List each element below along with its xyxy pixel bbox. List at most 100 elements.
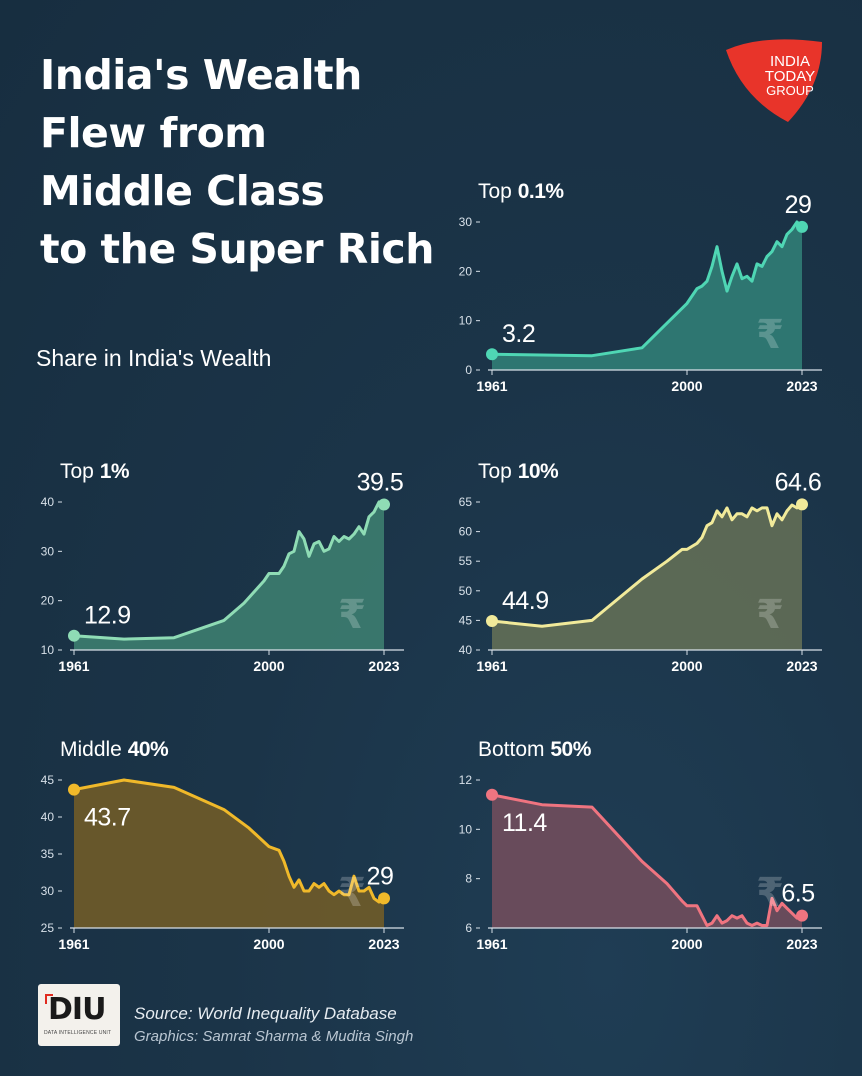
chart-title: Top 1% (60, 460, 130, 483)
rupee-icon: ₹ (338, 592, 366, 638)
diu-logo-bracket (45, 994, 53, 1004)
series-area (492, 222, 802, 370)
y-tick-label: 12 (459, 773, 473, 787)
chart-title: Top 0.1% (478, 180, 564, 203)
diu-logo-text: DIU (48, 992, 106, 1027)
x-tick-label: 2023 (368, 658, 399, 674)
rupee-icon: ₹ (338, 870, 366, 916)
chart-title: Bottom 50% (478, 738, 592, 761)
start-point (486, 348, 498, 361)
chart-title-prefix: Bottom (478, 738, 550, 761)
series-line (491, 220, 804, 358)
logo-line: TODAY (765, 68, 815, 85)
chart-svg: Bottom 50% 6 8 10 12 ₹1961 2000 2023 11.4 6.5 (459, 738, 822, 952)
end-point (796, 498, 808, 511)
chart-top-10-percent: Top 10% 40 45 50 55 60 65 ₹1961 2000 2023 44.9 64.6 (440, 450, 840, 700)
start-value-label: 3.2 (502, 320, 535, 348)
footer: DIU DATA INTELLIGENCE UNIT Source: World… (38, 984, 538, 1054)
chart-title-value: 40% (128, 738, 169, 761)
y-tick-label: 10 (41, 643, 55, 657)
chart-top-1-percent: Top 1% 10 20 30 40 ₹1961 2000 2023 12.9 39.5 (22, 450, 422, 700)
y-tick-label: 40 (41, 495, 55, 509)
chart-title: Middle 40% (60, 738, 169, 761)
chart-bottom-50-percent: Bottom 50% 6 8 10 12 ₹1961 2000 2023 11.4 6.5 (440, 728, 840, 978)
y-tick-label: 65 (459, 495, 473, 509)
y-tick-label: 25 (41, 921, 55, 935)
end-point (796, 220, 808, 233)
title-line: Middle Class (40, 167, 325, 215)
x-tick-label: 1961 (58, 936, 89, 952)
y-tick-label: 30 (41, 884, 55, 898)
y-tick-label: 40 (41, 810, 55, 824)
india-today-group-logo: INDIA TODAY GROUP (726, 39, 822, 123)
x-tick-label: 2000 (671, 658, 702, 674)
chart-title-prefix: Middle (60, 738, 128, 761)
chart-title-value: 0.1% (518, 180, 565, 203)
logo-line: INDIA (770, 53, 810, 70)
start-point (68, 629, 80, 642)
chart-top-0-1-percent: Top 0.1% 0 10 20 30 ₹1961 2000 2023 3.2 29 (440, 170, 840, 420)
y-tick-label: 8 (465, 872, 472, 886)
chart-title-value: 1% (100, 460, 130, 483)
y-tick-label: 6 (465, 921, 472, 935)
diu-logo: DIU DATA INTELLIGENCE UNIT (38, 984, 120, 1046)
chart-svg: Top 1% 10 20 30 40 ₹1961 2000 2023 12.9 39.5 (41, 460, 404, 674)
x-tick-label: 2000 (253, 936, 284, 952)
chart-title-value: 50% (550, 738, 591, 761)
end-value-label: 64.6 (775, 468, 822, 496)
series-line (73, 778, 385, 904)
series-area (492, 794, 802, 928)
y-tick-label: 35 (41, 847, 55, 861)
end-value-label: 29 (785, 191, 812, 219)
page-title: India's Wealth Flew from Middle Class to… (40, 46, 460, 278)
y-tick-label: 30 (41, 544, 55, 558)
y-tick-label: 10 (459, 314, 473, 328)
y-tick-label: 45 (459, 613, 473, 627)
end-point (378, 892, 390, 905)
x-tick-label: 2023 (786, 936, 817, 952)
chart-title-prefix: Top (60, 460, 100, 483)
series-line (73, 500, 385, 641)
series-area (74, 502, 384, 650)
end-value-label: 29 (367, 862, 394, 890)
end-point (378, 498, 390, 511)
y-tick-label: 30 (459, 215, 473, 229)
title-line: to the Super Rich (40, 225, 434, 273)
x-tick-label: 2023 (786, 378, 817, 394)
x-tick-label: 1961 (476, 658, 507, 674)
y-tick-label: 20 (459, 264, 473, 278)
x-tick-label: 1961 (476, 936, 507, 952)
y-tick-label: 55 (459, 554, 473, 568)
logo-line: GROUP (766, 83, 814, 98)
x-tick-label: 1961 (58, 658, 89, 674)
source-note: Source: World Inequality Database (134, 1004, 397, 1023)
rupee-icon: ₹ (756, 870, 784, 916)
rupee-icon: ₹ (756, 312, 784, 358)
start-value-label: 11.4 (502, 809, 547, 837)
start-point (68, 783, 80, 796)
title-line: India's Wealth (40, 51, 362, 99)
y-tick-label: 10 (459, 822, 473, 836)
chart-middle-40-percent: Middle 40% 25 30 35 40 45 ₹1961 2000 2023 43.7 29 (22, 728, 422, 978)
chart-svg: Top 10% 40 45 50 55 60 65 ₹1961 2000 2023 44.9 64.6 (459, 460, 822, 674)
chart-title: Top 10% (478, 460, 559, 483)
end-value-label: 39.5 (357, 468, 404, 496)
chart-title-value: 10% (518, 460, 559, 483)
x-tick-label: 2023 (368, 936, 399, 952)
title-line: Flew from (40, 109, 267, 157)
x-tick-label: 2000 (253, 658, 284, 674)
page-subtitle: Share in India's Wealth (36, 345, 272, 371)
end-value-label: 6.5 (781, 880, 814, 908)
series-line (491, 793, 803, 927)
end-point (796, 909, 808, 922)
y-tick-label: 45 (41, 773, 55, 787)
x-tick-label: 1961 (476, 378, 507, 394)
graphics-credits: Graphics: Samrat Sharma & Mudita Singh (134, 1028, 414, 1045)
x-tick-label: 2000 (671, 378, 702, 394)
y-tick-label: 60 (459, 525, 473, 539)
chart-title-prefix: Top (478, 180, 518, 203)
y-tick-label: 50 (459, 584, 473, 598)
diu-logo-subtext: DATA INTELLIGENCE UNIT (44, 1030, 112, 1036)
chart-svg: Top 0.1% 0 10 20 30 ₹1961 2000 2023 3.2 29 (459, 180, 822, 394)
